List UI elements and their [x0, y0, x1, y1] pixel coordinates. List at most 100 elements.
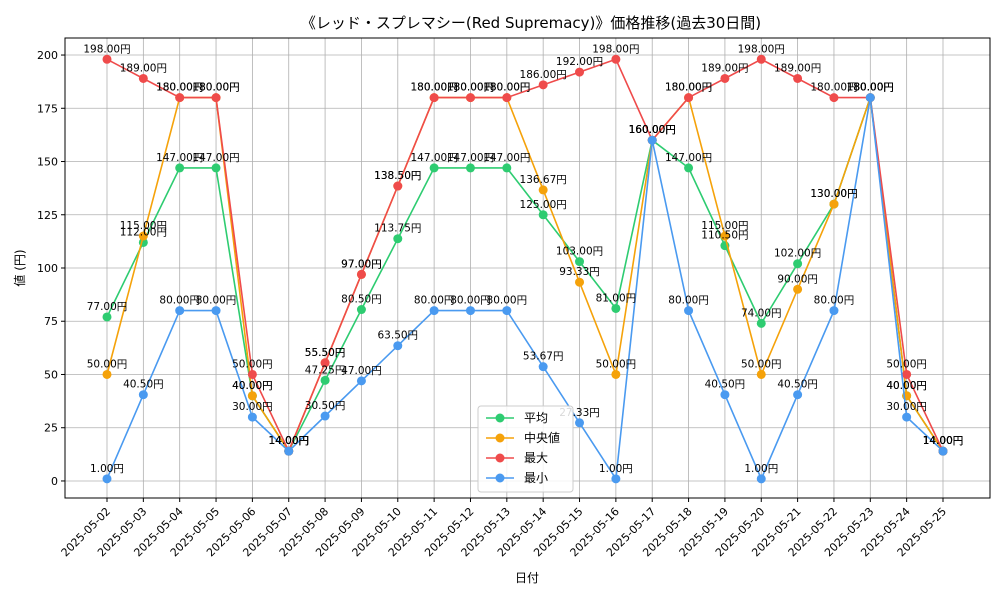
- data-point: [575, 277, 585, 287]
- data-label: 180.00円: [156, 82, 203, 94]
- data-point: [793, 73, 803, 83]
- y-tick-label: 150: [37, 156, 58, 169]
- data-point: [756, 318, 766, 328]
- data-label: 47.25円: [305, 364, 346, 376]
- data-label: 80.00円: [814, 295, 855, 307]
- data-point: [247, 369, 257, 379]
- data-label: 90.00円: [777, 273, 818, 285]
- legend-swatch-marker: [495, 473, 505, 483]
- legend-label: 最小: [524, 471, 548, 485]
- data-point: [138, 390, 148, 400]
- data-label: 192.00円: [556, 56, 603, 68]
- data-label: 40.50円: [123, 379, 164, 391]
- data-point: [647, 135, 657, 145]
- series-line-2: [106, 58, 944, 454]
- legend-swatch-marker: [495, 413, 505, 423]
- data-label: 93.33円: [559, 266, 600, 278]
- data-label: 40.00円: [886, 380, 927, 392]
- data-label: 80.00円: [414, 295, 455, 307]
- data-point: [538, 80, 548, 90]
- data-label: 14.00円: [268, 435, 309, 447]
- data-point: [829, 93, 839, 103]
- data-point: [102, 474, 112, 484]
- data-label: 40.00円: [886, 380, 927, 392]
- y-tick-label: 50: [44, 368, 58, 381]
- data-label: 50.00円: [741, 358, 782, 370]
- data-point: [684, 306, 694, 316]
- plot-area-frame: [64, 37, 991, 499]
- data-label: 189.00円: [701, 62, 748, 74]
- data-point: [429, 306, 439, 316]
- data-label: 40.50円: [705, 379, 746, 391]
- data-label: 180.00円: [847, 82, 894, 94]
- data-point: [684, 163, 694, 173]
- data-label: 180.00円: [847, 82, 894, 94]
- data-point: [102, 54, 112, 64]
- data-label: 160.00円: [629, 124, 676, 136]
- data-point: [611, 369, 621, 379]
- data-point: [720, 73, 730, 83]
- data-point: [175, 306, 185, 316]
- data-label: 30.00円: [886, 401, 927, 413]
- data-label: 14.00円: [268, 435, 309, 447]
- data-label: 30.50円: [305, 400, 346, 412]
- y-tick-label: 200: [37, 49, 58, 62]
- data-label: 50.00円: [596, 358, 637, 370]
- data-point: [393, 181, 403, 191]
- series-line-3: [106, 97, 944, 482]
- data-label: 180.00円: [665, 82, 712, 94]
- data-label: 40.50円: [777, 379, 818, 391]
- data-point: [575, 418, 585, 428]
- data-point: [611, 54, 621, 64]
- data-label: 14.00円: [923, 435, 964, 447]
- data-label: 147.00円: [156, 152, 203, 164]
- data-point: [684, 93, 694, 103]
- data-point: [102, 312, 112, 322]
- data-label: 180.00円: [447, 82, 494, 94]
- data-label: 180.00円: [665, 82, 712, 94]
- data-label: 110.50円: [701, 230, 748, 242]
- y-tick-label: 100: [37, 262, 58, 275]
- data-point: [356, 305, 366, 315]
- data-label: 115.00円: [120, 220, 167, 232]
- data-label: 1.00円: [599, 463, 633, 475]
- data-point: [138, 231, 148, 241]
- data-label: 138.50円: [374, 170, 421, 182]
- legend-label: 中央値: [524, 430, 560, 445]
- legend-label: 最大: [524, 451, 548, 465]
- legend-box: [477, 405, 574, 493]
- series-line-1: [106, 95, 944, 453]
- data-label: 14.00円: [268, 435, 309, 447]
- y-tick-label: 25: [44, 422, 58, 435]
- data-label: 189.00円: [120, 62, 167, 74]
- data-point: [575, 257, 585, 267]
- data-point: [502, 306, 512, 316]
- data-label: 180.00円: [847, 82, 894, 94]
- data-point: [320, 375, 330, 385]
- data-label: 30.00円: [232, 401, 273, 413]
- series-lines: [102, 54, 948, 484]
- data-point: [538, 185, 548, 195]
- data-label: 55.50円: [305, 347, 346, 359]
- data-point: [320, 411, 330, 421]
- data-label: 47.00円: [341, 365, 382, 377]
- data-point: [902, 369, 912, 379]
- data-point: [611, 303, 621, 313]
- data-label: 180.00円: [847, 82, 894, 94]
- y-tick-label: 175: [37, 102, 58, 115]
- data-label: 147.00円: [483, 152, 530, 164]
- data-point: [793, 259, 803, 269]
- data-point: [393, 234, 403, 244]
- data-label: 81.00円: [596, 292, 637, 304]
- data-point: [756, 54, 766, 64]
- data-point: [429, 163, 439, 173]
- data-point: [284, 446, 294, 456]
- data-point: [502, 163, 512, 173]
- y-tick-label: 0: [51, 475, 58, 488]
- data-label: 103.00円: [556, 246, 603, 258]
- data-label: 115.00円: [701, 220, 748, 232]
- data-label: 125.00円: [520, 199, 567, 211]
- data-label: 1.00円: [90, 463, 124, 475]
